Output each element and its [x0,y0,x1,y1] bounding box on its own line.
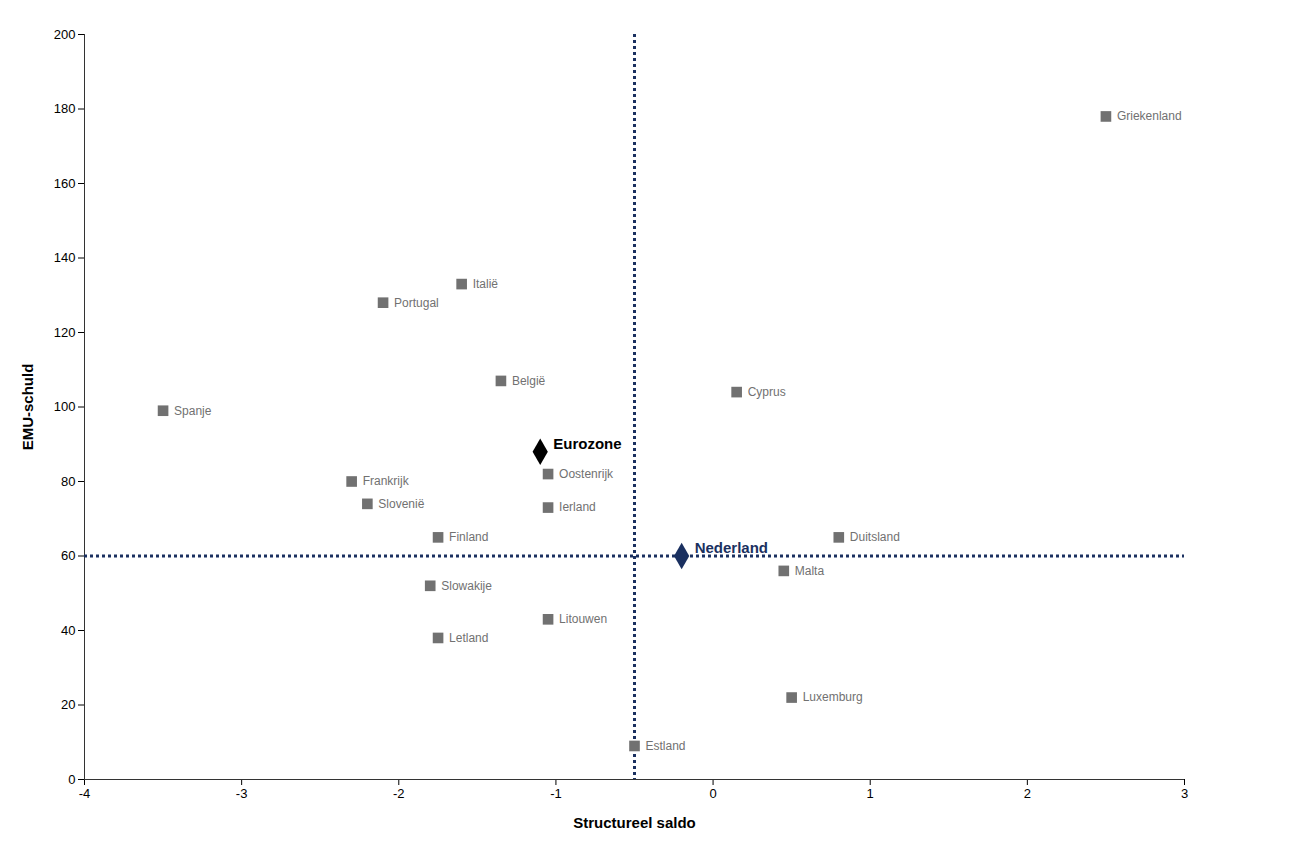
svg-text:EMU-schuld: EMU-schuld [19,364,36,451]
svg-text:20: 20 [61,697,75,712]
svg-text:Estland: Estland [646,739,686,753]
svg-text:Litouwen: Litouwen [559,612,607,626]
svg-text:Griekenland: Griekenland [1117,109,1182,123]
svg-text:100: 100 [54,399,76,414]
svg-text:Nederland: Nederland [695,539,768,556]
svg-text:Structureel saldo: Structureel saldo [573,814,696,831]
svg-text:Luxemburg: Luxemburg [803,690,863,704]
svg-text:2: 2 [1024,786,1031,801]
svg-text:120: 120 [54,325,76,340]
svg-text:60: 60 [61,548,75,563]
svg-text:Cyprus: Cyprus [748,385,786,399]
svg-text:40: 40 [61,623,75,638]
svg-text:1: 1 [867,786,874,801]
svg-text:-4: -4 [79,786,91,801]
svg-text:200: 200 [54,27,76,42]
svg-text:Portugal: Portugal [394,296,439,310]
svg-text:Letland: Letland [449,631,488,645]
svg-text:Malta: Malta [795,564,825,578]
svg-text:160: 160 [54,176,76,191]
svg-text:Slowakije: Slowakije [441,579,492,593]
svg-text:Eurozone: Eurozone [553,435,621,452]
svg-text:180: 180 [54,101,76,116]
svg-text:3: 3 [1181,786,1188,801]
svg-text:-3: -3 [236,786,248,801]
svg-text:Spanje: Spanje [174,404,212,418]
svg-text:Slovenië: Slovenië [378,497,424,511]
svg-text:Italië: Italië [473,277,499,291]
svg-text:Oostenrijk: Oostenrijk [559,467,614,481]
svg-text:-1: -1 [550,786,562,801]
svg-text:140: 140 [54,250,76,265]
svg-text:0: 0 [68,772,75,787]
svg-text:Finland: Finland [449,530,488,544]
svg-text:0: 0 [709,786,716,801]
svg-text:80: 80 [61,474,75,489]
svg-text:-2: -2 [393,786,405,801]
svg-text:Frankrijk: Frankrijk [363,474,410,488]
svg-text:België: België [512,374,546,388]
svg-text:Ierland: Ierland [559,500,596,514]
svg-text:Duitsland: Duitsland [850,530,900,544]
